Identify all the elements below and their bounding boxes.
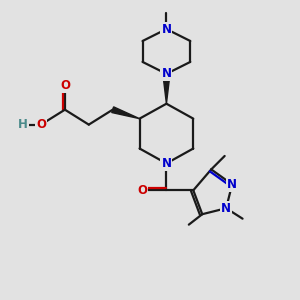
Text: O: O	[60, 79, 70, 92]
Text: N: N	[221, 202, 231, 215]
Text: N: N	[227, 178, 237, 191]
Text: N: N	[161, 157, 171, 170]
Text: H: H	[18, 118, 28, 131]
Text: N: N	[161, 22, 171, 36]
Text: O: O	[36, 118, 46, 131]
Polygon shape	[163, 74, 170, 104]
Text: N: N	[161, 68, 171, 80]
Text: O: O	[137, 184, 148, 197]
Polygon shape	[112, 107, 140, 118]
